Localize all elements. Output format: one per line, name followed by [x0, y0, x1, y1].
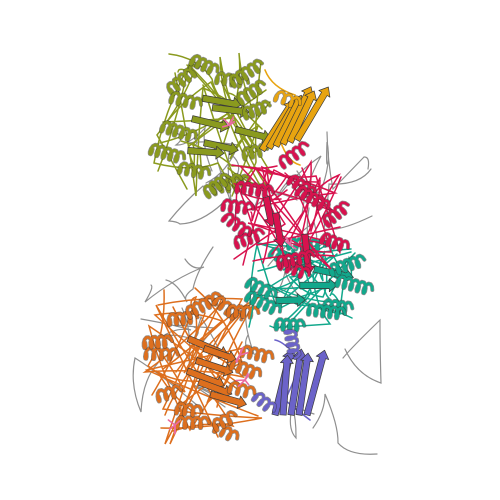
ligand-bond	[221, 124, 231, 128]
alpha-helix	[237, 80, 266, 106]
alpha-helix	[220, 198, 255, 215]
alpha-helix	[156, 384, 183, 403]
coil-loop	[312, 393, 378, 455]
alpha-helix	[174, 416, 211, 430]
alpha-helix	[244, 290, 282, 315]
ligand-bond	[239, 351, 249, 356]
ligand-bond	[289, 244, 297, 250]
alpha-helix	[227, 381, 256, 398]
beta-strand	[286, 90, 317, 144]
beta-strand	[295, 352, 314, 416]
ligand-bond	[229, 121, 236, 126]
coil-loop	[165, 246, 214, 303]
alpha-helix	[148, 143, 186, 163]
coil-loop	[342, 318, 382, 384]
alpha-helix	[226, 304, 260, 319]
coil-loop	[146, 289, 186, 393]
coil-loop	[233, 176, 342, 272]
alpha-helix	[319, 232, 350, 252]
alpha-helix	[174, 402, 203, 418]
beta-strand	[275, 293, 306, 307]
alpha-helix	[279, 141, 309, 169]
coil-loop	[144, 346, 259, 417]
alpha-helix	[143, 347, 180, 361]
coil-loop	[132, 357, 199, 413]
alpha-helix	[329, 254, 366, 277]
alpha-helix	[276, 250, 316, 269]
alpha-helix	[169, 91, 203, 110]
alpha-helix	[159, 120, 198, 142]
coil-loop	[272, 276, 330, 299]
beta-strand	[299, 278, 338, 293]
ligand-bond	[235, 354, 241, 362]
alpha-helix	[242, 100, 272, 120]
ligand-bond	[167, 419, 176, 426]
ligand-bond	[244, 379, 250, 386]
alpha-helix	[322, 201, 350, 228]
beta-strand	[190, 115, 230, 133]
alpha-helix	[221, 212, 252, 237]
coil-loop	[167, 185, 224, 225]
coil-loop	[164, 327, 208, 445]
alpha-helix	[240, 345, 274, 363]
coil-loop	[250, 169, 271, 264]
beta-strand	[209, 390, 247, 409]
alpha-helix	[234, 228, 265, 250]
beta-strand	[202, 345, 237, 364]
beta-strand	[187, 145, 225, 160]
ligand-bond	[168, 424, 176, 430]
ligand-bond	[239, 348, 242, 356]
coil-loop	[144, 258, 205, 303]
olive-domain	[147, 52, 273, 200]
alpha-helix	[189, 54, 220, 75]
alpha-helix	[306, 303, 347, 320]
slate-blue-domain	[250, 328, 330, 421]
alpha-helix	[167, 311, 199, 327]
beta-strand	[272, 212, 287, 248]
orange-domain	[141, 287, 275, 445]
alpha-helix	[212, 410, 237, 432]
alpha-helix	[283, 329, 301, 360]
alpha-helix	[273, 90, 302, 108]
alpha-helix	[166, 64, 200, 96]
alpha-helix	[294, 185, 331, 210]
coil-loop	[326, 131, 370, 191]
gold-beta-domain	[258, 69, 331, 166]
ligand-bond	[235, 379, 246, 382]
beta-strand	[203, 139, 239, 156]
alpha-helix	[177, 161, 211, 179]
alpha-helix	[251, 392, 277, 412]
ligand-bond	[244, 374, 250, 381]
alpha-helix	[234, 181, 274, 198]
ligand-sticks	[167, 116, 297, 435]
beta-strand	[279, 354, 294, 416]
ligand-bond	[222, 118, 231, 126]
ligand-bond	[284, 237, 291, 246]
alpha-helix	[229, 59, 264, 88]
alpha-helix	[244, 277, 278, 299]
alpha-helix	[142, 334, 174, 350]
alpha-helix	[242, 143, 269, 161]
alpha-helix	[203, 173, 230, 199]
alpha-helix	[274, 317, 306, 332]
crimson-domain	[220, 140, 351, 280]
ligand-bond	[174, 420, 181, 426]
alpha-helix	[335, 275, 374, 295]
beta-strand	[293, 86, 331, 142]
beta-strand	[303, 349, 330, 417]
ligand-bond	[237, 379, 246, 388]
